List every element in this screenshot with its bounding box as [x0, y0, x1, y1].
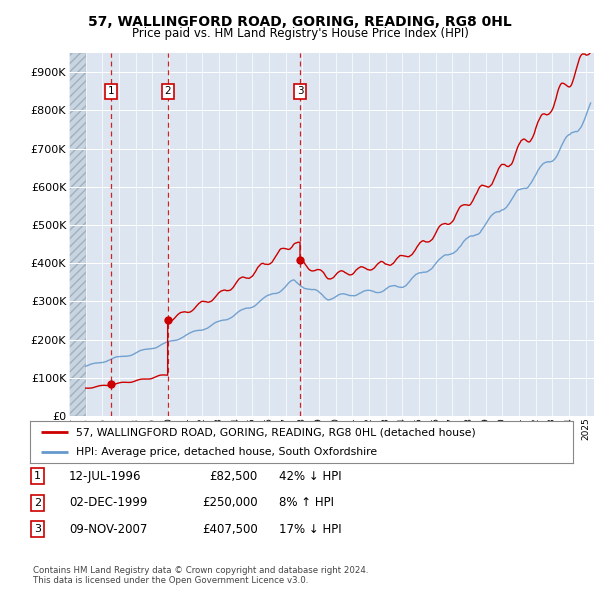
Text: Contains HM Land Registry data © Crown copyright and database right 2024.
This d: Contains HM Land Registry data © Crown c…: [33, 566, 368, 585]
Text: 09-NOV-2007: 09-NOV-2007: [69, 523, 148, 536]
Text: HPI: Average price, detached house, South Oxfordshire: HPI: Average price, detached house, Sout…: [76, 447, 377, 457]
Text: 2: 2: [164, 86, 171, 96]
Text: £407,500: £407,500: [202, 523, 258, 536]
Text: 2: 2: [34, 498, 41, 507]
Text: £82,500: £82,500: [210, 470, 258, 483]
Text: Price paid vs. HM Land Registry's House Price Index (HPI): Price paid vs. HM Land Registry's House …: [131, 27, 469, 40]
Text: 1: 1: [108, 86, 115, 96]
Text: 12-JUL-1996: 12-JUL-1996: [69, 470, 142, 483]
Text: 17% ↓ HPI: 17% ↓ HPI: [279, 523, 341, 536]
Text: 42% ↓ HPI: 42% ↓ HPI: [279, 470, 341, 483]
Text: 8% ↑ HPI: 8% ↑ HPI: [279, 496, 334, 509]
Bar: [69, 53, 86, 416]
Text: 57, WALLINGFORD ROAD, GORING, READING, RG8 0HL (detached house): 57, WALLINGFORD ROAD, GORING, READING, R…: [76, 427, 476, 437]
Text: 02-DEC-1999: 02-DEC-1999: [69, 496, 148, 509]
Text: 3: 3: [34, 525, 41, 534]
Text: 3: 3: [296, 86, 304, 96]
Text: £250,000: £250,000: [202, 496, 258, 509]
Text: 57, WALLINGFORD ROAD, GORING, READING, RG8 0HL: 57, WALLINGFORD ROAD, GORING, READING, R…: [88, 15, 512, 29]
Text: 1: 1: [34, 471, 41, 481]
